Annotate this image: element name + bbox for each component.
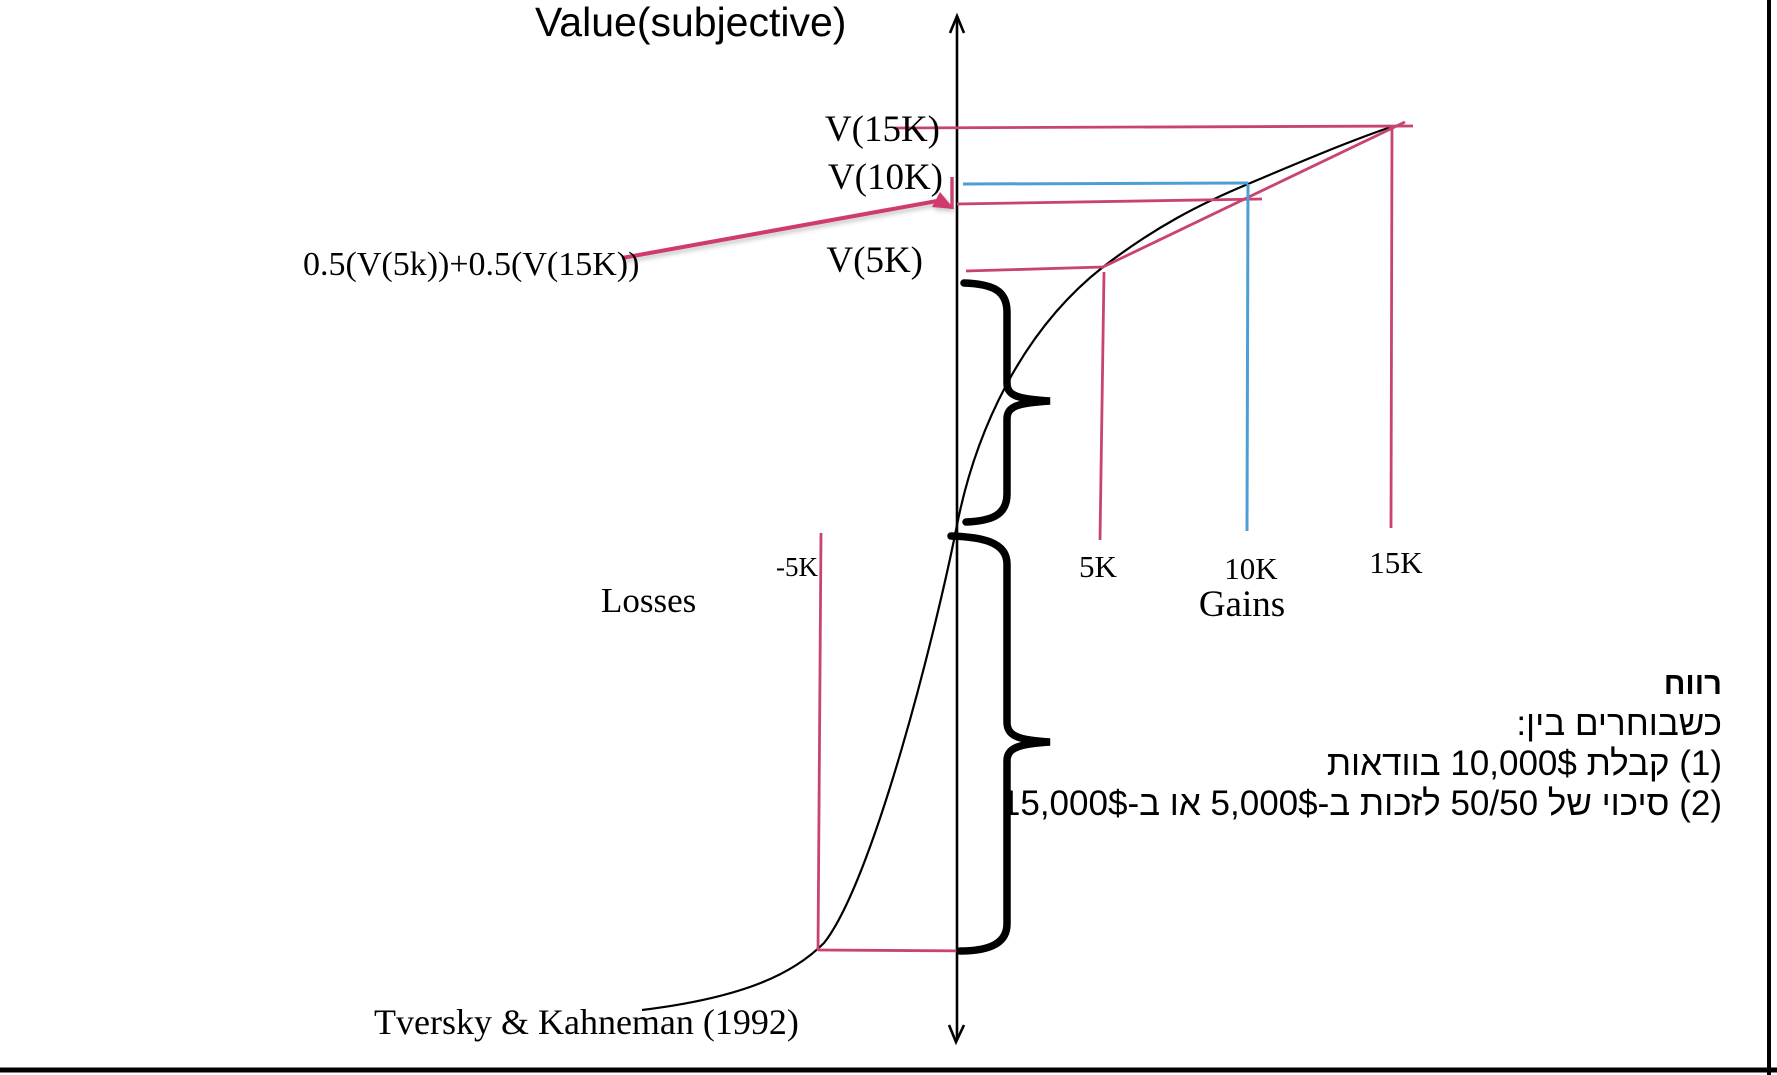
- v10k-level-line: [962, 181, 1249, 186]
- axis-title: Value(subjective): [535, 0, 846, 45]
- gains-brace: [960, 279, 1051, 526]
- expected-value-level-line: [956, 197, 1263, 206]
- tick-label-5k: 5K: [1079, 549, 1118, 584]
- gains-label: Gains: [1199, 584, 1285, 625]
- blue-reference-lines: [962, 181, 1250, 532]
- v5k-label: V(5K): [826, 240, 923, 281]
- expected-value-label: 0.5(V(5k))+0.5(V(15K)): [303, 246, 639, 283]
- hebrew-intro: כשבוחרים בין:: [1516, 704, 1722, 743]
- arrowhead-icon: [932, 192, 954, 209]
- v10k-label: V(10K): [828, 157, 943, 198]
- tick-label-15k: 15K: [1369, 545, 1423, 580]
- v15k-level-line: [893, 124, 1414, 130]
- hebrew-option-2: (2) סיכוי של 50/50 לזכות ב-5,000$ או ב-1…: [1000, 784, 1722, 823]
- curly-braces: [947, 279, 1051, 955]
- tick-line-neg5k: [816, 532, 823, 951]
- pink-reference-lines: [816, 120, 1414, 953]
- gamble-chord-line: [1102, 120, 1406, 269]
- loss-level-line: [817, 948, 978, 953]
- tick-label-neg5k: -5K: [776, 552, 818, 582]
- tick-line-10k: [1245, 183, 1250, 532]
- tick-line-5k: [1098, 271, 1106, 541]
- value-function-curve: [641, 124, 1395, 1012]
- tick-line-15k: [1389, 126, 1394, 529]
- axis-arrow-down-icon: [947, 1024, 966, 1046]
- hebrew-option-1: (1) קבלת 10,000$ בוודאות: [1326, 744, 1722, 783]
- losses-label: Losses: [601, 581, 696, 620]
- expected-value-arrow: [621, 192, 954, 260]
- v15k-label: V(15K): [825, 109, 940, 150]
- hebrew-title: רווח: [1663, 666, 1722, 701]
- hebrew-annotation-block: רווח כשבוחרים בין: (1) קבלת 10,000$ בווד…: [1001, 664, 1722, 824]
- axis-arrow-up-icon: [948, 12, 966, 34]
- v5k-level-line: [965, 265, 1104, 273]
- tick-label-10k: 10K: [1224, 551, 1278, 586]
- losses-brace: [947, 532, 1051, 955]
- source-citation: Tversky & Kahneman (1992): [374, 1002, 799, 1042]
